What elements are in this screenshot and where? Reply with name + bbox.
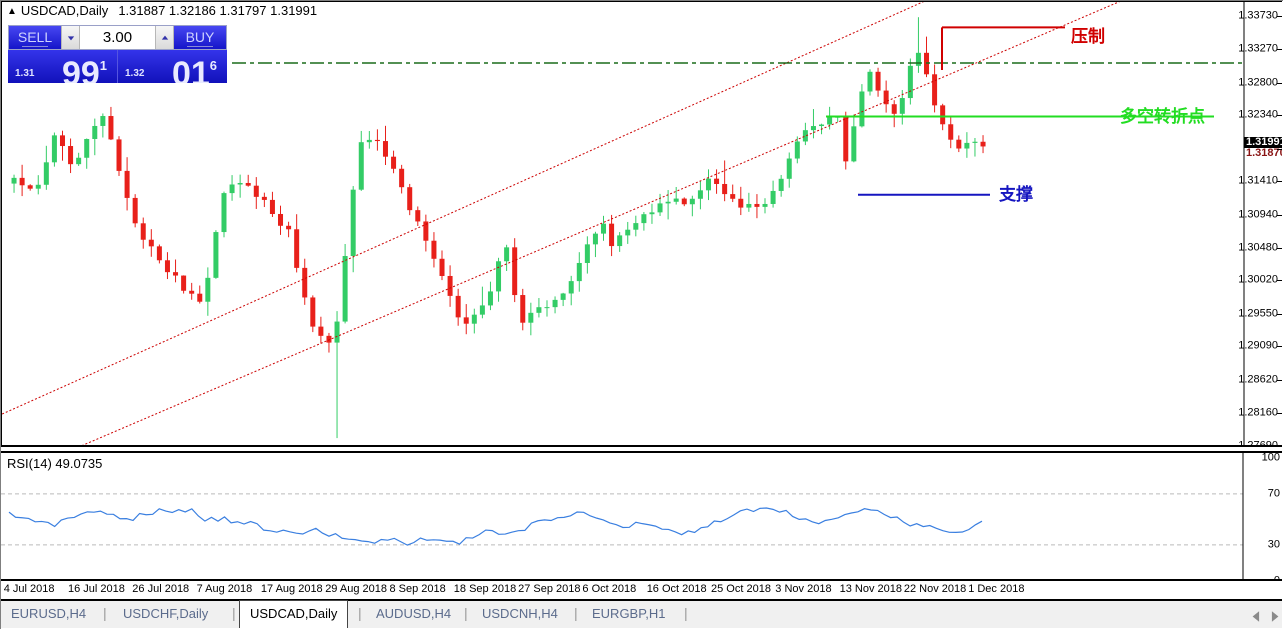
svg-text:压制: 压制: [1071, 26, 1105, 46]
svg-text:支撑: 支撑: [999, 184, 1033, 204]
svg-text:多空转折点: 多空转折点: [1120, 106, 1205, 126]
